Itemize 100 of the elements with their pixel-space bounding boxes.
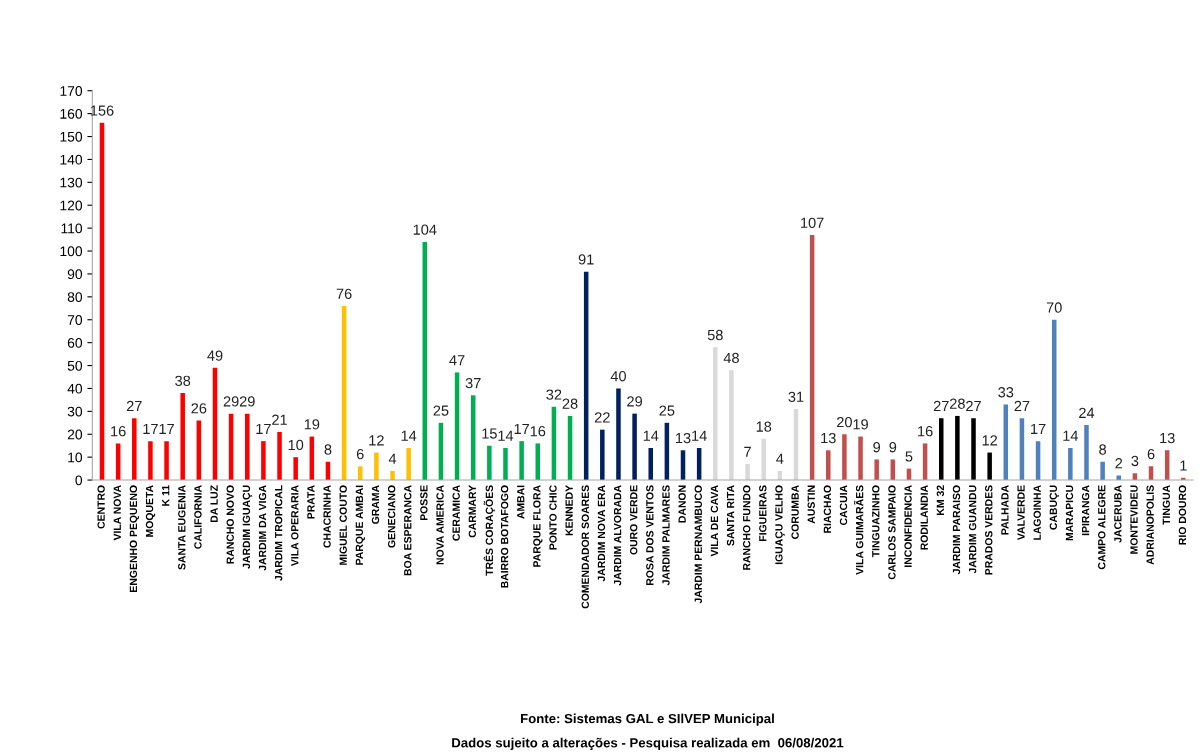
source-note: Fonte: Sistemas GAL e SIlVEP Municipal: [521, 713, 774, 726]
data-label: 2: [1115, 458, 1123, 469]
x-tick-label: ROSA DOS VENTOS: [646, 485, 654, 585]
y-tick-label: 0: [75, 475, 83, 486]
y-tick-label: 60: [67, 337, 83, 348]
x-tick-label: JARDIM IGUAÇU: [242, 485, 253, 569]
data-label: 91: [578, 254, 594, 265]
bar: [648, 448, 653, 481]
data-label: 20: [837, 416, 852, 428]
x-tick-label: JACERUBA: [1114, 485, 1122, 543]
data-label: 6: [1147, 448, 1155, 460]
x-tick-label: RIACHAO: [823, 485, 832, 533]
bar: [955, 415, 960, 481]
data-label: 48: [723, 352, 739, 364]
bar: [616, 388, 621, 481]
x-tick-label: IPIRANGA: [1081, 485, 1090, 536]
data-label: 4: [776, 453, 784, 464]
data-label: 14: [401, 430, 417, 441]
bar: [729, 370, 734, 481]
x-tick-label: AUSTIN: [807, 485, 815, 524]
x-tick-label: VILA GUIMARÃES: [853, 485, 864, 575]
bar: [971, 418, 976, 481]
x-tick-label: PRADOS VERDES: [985, 485, 993, 575]
data-label: 5: [905, 451, 913, 462]
x-tick-label: ADRIANOPOLIS: [1146, 485, 1154, 565]
data-label: 17: [256, 423, 271, 434]
data-label: 26: [191, 403, 207, 414]
data-label: 19: [853, 419, 868, 430]
data-label: 17: [514, 423, 529, 434]
x-tick-label: POSSE: [420, 485, 428, 521]
data-label: 29: [223, 396, 239, 407]
y-tick-label: 50: [67, 360, 83, 371]
data-label: 28: [950, 398, 965, 409]
bar: [132, 418, 137, 481]
x-tick-label: GRAMA: [371, 485, 380, 524]
data-label: 14: [643, 430, 659, 441]
data-label: 22: [594, 412, 610, 423]
text: Dados sujeito a alterações - Pesquisa realizada em 06/08/2021: [452, 737, 844, 751]
data-label: 18: [756, 421, 772, 432]
x-tick-label: JARDIM NOVA ERA: [597, 485, 606, 582]
y-tick-label: 70: [67, 315, 83, 325]
x-tick-label: CACUIA: [839, 485, 848, 525]
data-label: 6: [356, 448, 364, 460]
bar: [261, 441, 266, 481]
y-tick-label: 100: [60, 246, 83, 257]
data-label: 37: [465, 377, 481, 389]
bar: [277, 431, 282, 481]
data-label: 13: [676, 432, 691, 444]
data-label: 17: [1031, 423, 1046, 434]
data-label: 10: [288, 439, 304, 451]
bar: [713, 347, 718, 481]
data-label: 24: [1079, 407, 1095, 418]
y-tick-label: 40: [67, 383, 83, 394]
x-tick-label: JARDIM GUANDU: [968, 485, 977, 574]
data-label: 13: [1160, 432, 1175, 444]
x-tick-label: JARDIM DA VIGA: [258, 485, 267, 571]
x-tick-label: CERAMICA: [452, 485, 460, 541]
x-tick-label: PONTO CHIC: [549, 485, 557, 550]
bar: [519, 441, 524, 481]
data-label: 40: [610, 371, 626, 382]
x-tick-label: CARLOS SAMPAIO: [888, 485, 896, 580]
bar: [293, 457, 298, 481]
bar: [1084, 425, 1089, 481]
bar: [632, 413, 637, 481]
bar: [987, 452, 992, 481]
data-label: 49: [207, 350, 223, 361]
x-tick-label: RANCHO FUNDO: [742, 485, 751, 570]
x-tick-label: RANCHO NOVO: [226, 485, 234, 564]
x-tick-label: MIGUEL COUTO: [339, 485, 347, 565]
data-label: 15: [482, 428, 497, 439]
data-label: 25: [433, 405, 449, 416]
data-label: 17: [143, 423, 158, 434]
data-label: 156: [90, 105, 114, 116]
bar: [245, 413, 250, 481]
x-tick-label: PRATA: [307, 485, 315, 519]
data-label: 13: [821, 432, 836, 444]
bar: [390, 470, 395, 481]
x-tick-label: MARAPICU: [1065, 485, 1074, 541]
data-label: 27: [966, 400, 981, 412]
data-label: 27: [126, 400, 142, 412]
bar: [374, 452, 379, 481]
x-tick-label: VALVERDE: [1017, 485, 1025, 541]
data-label: 28: [562, 398, 578, 409]
bar: [874, 459, 879, 481]
y-tick-label: 140: [60, 154, 83, 165]
x-tick-label: DA LUZ: [210, 485, 218, 523]
data-label: 104: [413, 224, 437, 235]
data-label: 8: [324, 444, 332, 455]
x-tick-label: COMENDADOR SOARES: [581, 485, 589, 609]
y-tick-label: 10: [68, 452, 83, 463]
x-tick-label: TINGUAZINHO: [872, 485, 880, 558]
data-label: 16: [530, 426, 546, 437]
data-label: 3: [1131, 455, 1139, 467]
x-tick-label: JARDIM PALMARES: [662, 485, 670, 586]
data-label: 8: [1099, 444, 1107, 455]
x-tick-label: JARDIM ALVORADA: [613, 485, 622, 586]
y-tick-label: 120: [60, 200, 83, 211]
x-tick-label: IGUAÇU VELHO: [775, 485, 785, 565]
data-label: 38: [175, 375, 191, 386]
x-tick-label: JARDIM TROPICAL: [274, 485, 283, 581]
